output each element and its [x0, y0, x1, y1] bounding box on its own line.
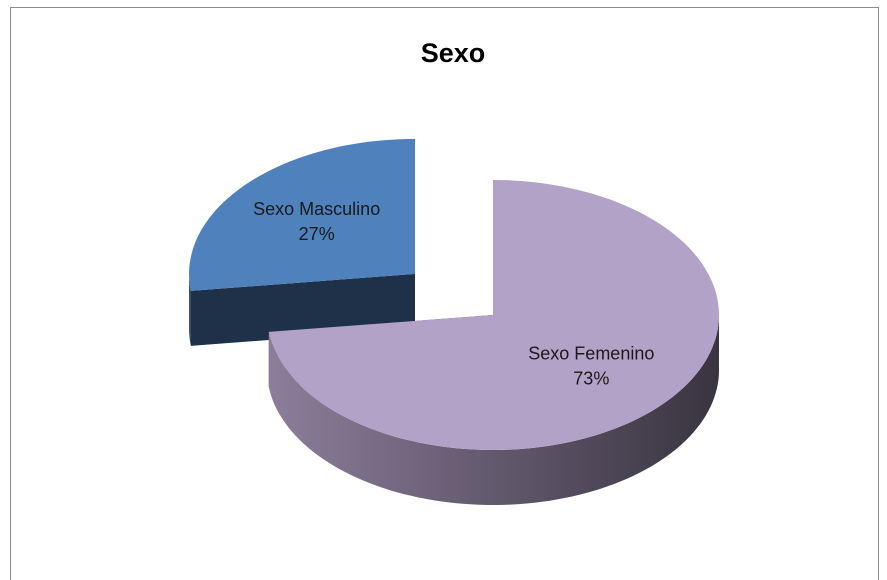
data-label-category: Sexo Femenino	[528, 344, 654, 364]
data-label-value: 27%	[299, 224, 335, 244]
slice	[189, 138, 415, 291]
slice-side	[268, 315, 719, 505]
slice	[268, 180, 719, 450]
slice-side	[189, 273, 191, 346]
data-label-category: Sexo Masculino	[253, 199, 380, 219]
chart-title: Sexo	[421, 38, 486, 68]
data-label-value: 73%	[573, 369, 609, 389]
